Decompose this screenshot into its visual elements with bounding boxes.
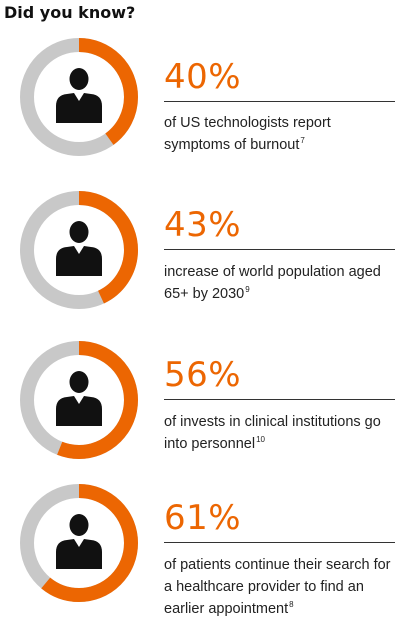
heading: Did you know?: [4, 3, 136, 22]
divider: [164, 249, 395, 250]
ring-fill: [20, 484, 138, 602]
stat-value: 56%: [164, 355, 242, 395]
ring-fill: [20, 38, 138, 156]
stat-item: 56% of invests in clinical institutions g…: [0, 339, 401, 489]
stat-description: increase of world population aged 65+ by…: [164, 261, 396, 305]
stat-item: 40% of US technologists report symptoms o…: [0, 36, 401, 186]
stat-description: of invests in clinical institutions go i…: [164, 411, 396, 455]
progress-ring: [20, 341, 138, 459]
stat-value: 43%: [164, 205, 242, 245]
stat-text: of patients continue their search for a …: [164, 557, 391, 617]
progress-ring: [20, 191, 138, 309]
stat-item: 61% of patients continue their search for…: [0, 482, 401, 632]
divider: [164, 399, 395, 400]
footnote-marker: 10: [256, 435, 265, 444]
stat-value: 61%: [164, 498, 242, 538]
stat-item: 43% increase of world population aged 65+…: [0, 189, 401, 339]
person-icon: [56, 68, 102, 123]
progress-ring: [20, 38, 138, 156]
stat-text: of US technologists report symptoms of b…: [164, 115, 331, 153]
divider: [164, 542, 395, 543]
ring-fill: [20, 341, 138, 459]
stat-description: of patients continue their search for a …: [164, 554, 396, 620]
footnote-marker: 8: [289, 600, 294, 609]
divider: [164, 101, 395, 102]
stat-text: of invests in clinical institutions go i…: [164, 414, 381, 452]
footnote-marker: 9: [245, 285, 250, 294]
stat-text: increase of world population aged 65+ by…: [164, 264, 381, 302]
person-icon: [56, 514, 102, 569]
stat-value: 40%: [164, 57, 242, 97]
stat-description: of US technologists report symptoms of b…: [164, 112, 396, 156]
footnote-marker: 7: [300, 136, 305, 145]
person-icon: [56, 371, 102, 426]
progress-ring: [20, 484, 138, 602]
ring-fill: [20, 191, 138, 309]
person-icon: [56, 221, 102, 276]
